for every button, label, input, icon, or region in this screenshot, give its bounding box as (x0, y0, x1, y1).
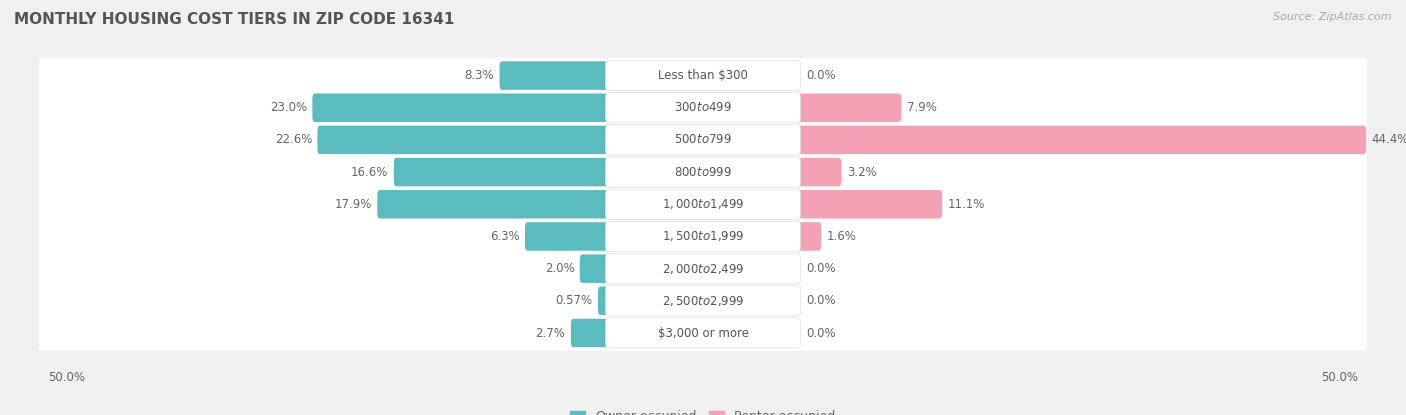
FancyBboxPatch shape (606, 125, 800, 155)
FancyBboxPatch shape (39, 122, 1367, 158)
FancyBboxPatch shape (606, 61, 800, 90)
FancyBboxPatch shape (394, 158, 610, 186)
FancyBboxPatch shape (796, 126, 1367, 154)
FancyBboxPatch shape (606, 254, 800, 284)
Text: $2,000 to $2,499: $2,000 to $2,499 (662, 261, 744, 276)
FancyBboxPatch shape (579, 254, 610, 283)
Text: Source: ZipAtlas.com: Source: ZipAtlas.com (1274, 12, 1392, 22)
Text: 6.3%: 6.3% (489, 230, 520, 243)
FancyBboxPatch shape (796, 158, 842, 186)
FancyBboxPatch shape (606, 93, 800, 123)
FancyBboxPatch shape (606, 157, 800, 187)
Text: $300 to $499: $300 to $499 (673, 101, 733, 114)
FancyBboxPatch shape (598, 287, 610, 315)
Text: 0.0%: 0.0% (806, 294, 835, 308)
Text: Less than $300: Less than $300 (658, 69, 748, 82)
FancyBboxPatch shape (39, 187, 1367, 222)
FancyBboxPatch shape (796, 222, 821, 251)
FancyBboxPatch shape (39, 90, 1367, 125)
FancyBboxPatch shape (39, 219, 1367, 254)
FancyBboxPatch shape (796, 190, 942, 219)
Text: 0.0%: 0.0% (806, 262, 835, 275)
FancyBboxPatch shape (606, 189, 800, 220)
Text: $500 to $799: $500 to $799 (673, 133, 733, 146)
Text: 23.0%: 23.0% (270, 101, 307, 114)
FancyBboxPatch shape (39, 154, 1367, 190)
Text: $1,500 to $1,999: $1,500 to $1,999 (662, 229, 744, 244)
FancyBboxPatch shape (606, 286, 800, 316)
FancyBboxPatch shape (571, 319, 610, 347)
Text: MONTHLY HOUSING COST TIERS IN ZIP CODE 16341: MONTHLY HOUSING COST TIERS IN ZIP CODE 1… (14, 12, 454, 27)
FancyBboxPatch shape (39, 315, 1367, 351)
Text: 16.6%: 16.6% (352, 166, 388, 178)
FancyBboxPatch shape (499, 61, 610, 90)
FancyBboxPatch shape (524, 222, 610, 251)
Text: 2.0%: 2.0% (544, 262, 575, 275)
FancyBboxPatch shape (606, 318, 800, 348)
FancyBboxPatch shape (606, 221, 800, 251)
Text: 1.6%: 1.6% (827, 230, 856, 243)
FancyBboxPatch shape (318, 126, 610, 154)
Text: 0.57%: 0.57% (555, 294, 592, 308)
Text: 0.0%: 0.0% (806, 69, 835, 82)
Text: 11.1%: 11.1% (948, 198, 984, 211)
Text: 2.7%: 2.7% (536, 327, 565, 339)
Text: 8.3%: 8.3% (464, 69, 494, 82)
Text: 7.9%: 7.9% (907, 101, 936, 114)
FancyBboxPatch shape (312, 93, 610, 122)
Text: $1,000 to $1,499: $1,000 to $1,499 (662, 197, 744, 211)
FancyBboxPatch shape (377, 190, 610, 219)
FancyBboxPatch shape (39, 283, 1367, 319)
Text: $3,000 or more: $3,000 or more (658, 327, 748, 339)
Text: 17.9%: 17.9% (335, 198, 373, 211)
Text: $800 to $999: $800 to $999 (673, 166, 733, 178)
Text: 0.0%: 0.0% (806, 327, 835, 339)
FancyBboxPatch shape (39, 58, 1367, 93)
FancyBboxPatch shape (796, 93, 901, 122)
Text: $2,500 to $2,999: $2,500 to $2,999 (662, 294, 744, 308)
FancyBboxPatch shape (39, 251, 1367, 286)
Text: 3.2%: 3.2% (846, 166, 876, 178)
Legend: Owner-occupied, Renter-occupied: Owner-occupied, Renter-occupied (565, 405, 841, 415)
Text: 44.4%: 44.4% (1371, 133, 1406, 146)
Text: 22.6%: 22.6% (274, 133, 312, 146)
